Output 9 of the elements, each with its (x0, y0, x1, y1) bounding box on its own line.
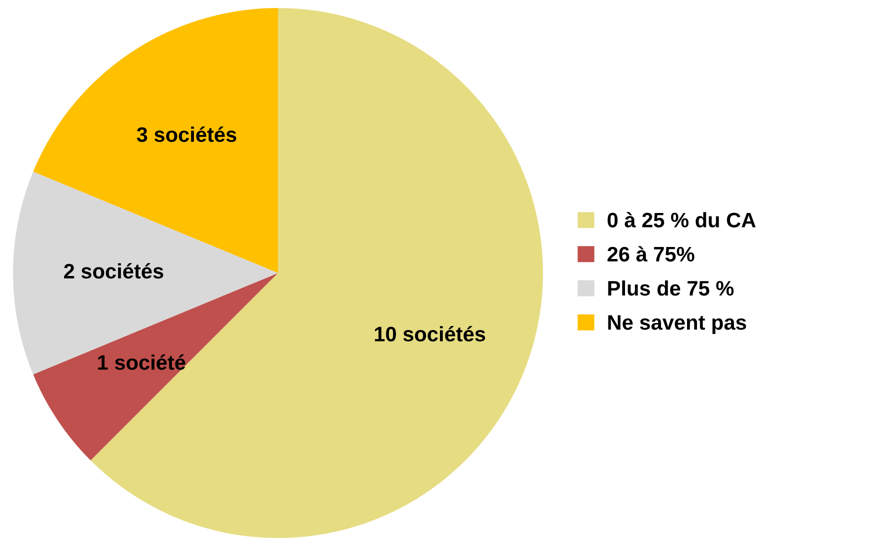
pie-slice (13, 172, 278, 374)
legend-label: Plus de 75 % (608, 280, 734, 296)
data-label: 3 sociétés (136, 126, 236, 142)
data-label: 1 société (98, 354, 186, 370)
legend-label: 0 à 25 % du CA (608, 212, 756, 228)
data-label: 2 sociétés (64, 263, 164, 279)
legend-label: Ne savent pas (608, 315, 746, 334)
legend-label: 26 à 75% (608, 246, 694, 262)
data-label: 10 sociétés (374, 326, 486, 342)
